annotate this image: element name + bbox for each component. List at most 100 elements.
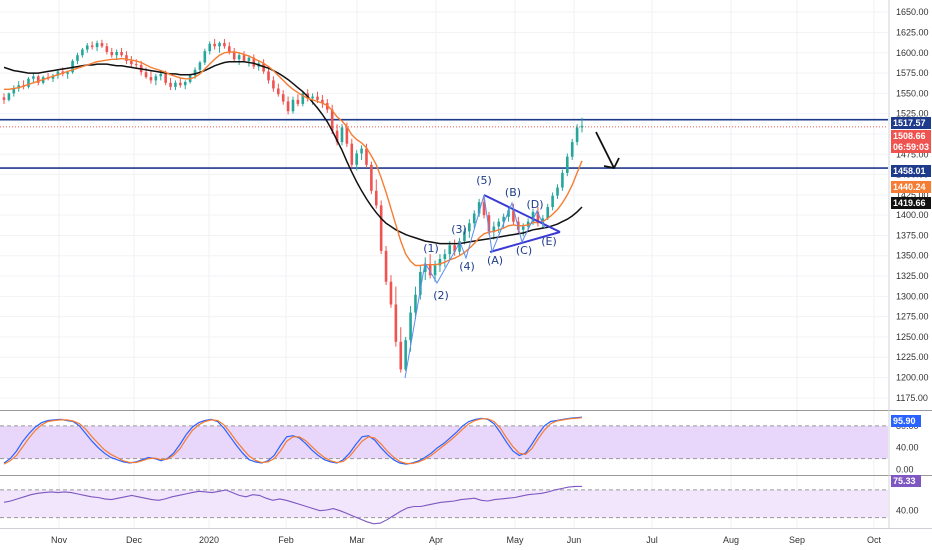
candle-body (223, 43, 226, 47)
candle-body (355, 153, 358, 165)
candle-body (311, 96, 314, 99)
price-tag: 1458.01 (891, 165, 931, 177)
candle-body (374, 190, 378, 206)
price-tick-label: 1250.00 (896, 332, 929, 342)
price-tick-label: 1200.00 (896, 373, 929, 383)
time-tick-label: Dec (126, 535, 143, 545)
candle-body (575, 127, 579, 143)
price-tag: 1440.24 (891, 181, 931, 193)
price-tick-label: 1300.00 (896, 291, 929, 301)
candle-body (32, 76, 35, 79)
candle-body (512, 210, 515, 222)
candle-body (164, 73, 167, 83)
stoch-line (3, 417, 583, 465)
wave-label: (B) (505, 186, 521, 199)
candle-body (409, 312, 412, 341)
ma-fast-line (4, 51, 583, 267)
time-tick-label: May (506, 535, 524, 545)
wave-label: (A) (487, 254, 503, 267)
candle-body (468, 223, 471, 232)
candle-body (149, 77, 153, 81)
price-tag-text: 1440.24 (893, 182, 926, 192)
price-tag-bg (891, 141, 931, 153)
candle-body (252, 57, 256, 67)
candle-body (389, 281, 393, 305)
candle-body (125, 55, 128, 61)
price-tick-label: 1600.00 (896, 48, 929, 58)
wave-label: (D) (526, 198, 543, 211)
candle-body (213, 43, 216, 47)
candle-body (531, 211, 535, 222)
candle-body (443, 254, 447, 259)
candle-body (419, 271, 422, 295)
candle-body (159, 73, 163, 77)
candle-body (551, 195, 554, 208)
candle-body (51, 75, 55, 79)
candle-body (546, 207, 550, 219)
candle-body (134, 64, 138, 66)
price-tag: 1419.66 (891, 197, 931, 209)
forecast-arrow-shaft (595, 131, 615, 169)
candle-body (17, 85, 20, 89)
candle-body (7, 93, 11, 100)
candle-body (414, 294, 417, 313)
stoch-value-bg (891, 415, 921, 427)
candle-body (423, 263, 427, 272)
candle-body (556, 187, 559, 196)
candle-body (463, 231, 466, 242)
price-tag: 1508.66 (891, 130, 931, 142)
candle-body (370, 164, 373, 191)
price-tag-bg (891, 117, 931, 129)
candle-body (561, 172, 564, 188)
wave-label: (3) (451, 223, 467, 236)
candle-body (100, 43, 104, 47)
candle-body (76, 55, 79, 61)
wave-label: (1) (423, 242, 439, 255)
price-tick-label: 1650.00 (896, 7, 929, 17)
price-tick-label: 1350.00 (896, 251, 929, 261)
candle-body (267, 71, 270, 81)
candle-body (130, 60, 133, 65)
candle-body (482, 202, 486, 216)
candle-body (71, 60, 74, 73)
candle-body (384, 250, 388, 282)
candle-body (179, 82, 182, 86)
candle-body (428, 263, 432, 276)
price-tick-label: 1275.00 (896, 312, 929, 322)
candle-body (502, 216, 505, 222)
candle-body (350, 143, 354, 165)
candle-body (120, 51, 123, 56)
candle-body (492, 226, 496, 232)
forecast-arrow-head (603, 157, 620, 170)
price-tick-label: 1525.00 (896, 109, 929, 119)
candle-body (360, 148, 363, 154)
price-tick-label: 1550.00 (896, 88, 929, 98)
rsi-value-bg (891, 475, 921, 487)
candle-body (291, 99, 295, 112)
stoch-tick-label: 40.00 (896, 443, 919, 453)
candle-body (85, 45, 89, 50)
price-tick-label: 1475.00 (896, 149, 929, 159)
candle-body (340, 127, 344, 143)
price-tag: 06:59:03 (891, 141, 931, 153)
candle-body (335, 130, 339, 143)
candle-body (580, 125, 584, 128)
candle-body (90, 45, 94, 48)
triangle-lower-line (489, 231, 561, 253)
candle-body (321, 99, 324, 104)
time-tick-label: Aug (723, 535, 739, 545)
wave-label: (5) (476, 174, 492, 187)
candle-body (497, 221, 501, 227)
price-tag-bg (891, 130, 931, 142)
candle-body (301, 93, 305, 104)
candle-body (95, 43, 99, 48)
price-tick-label: 1625.00 (896, 27, 929, 37)
stoch-value-tag: 95.90 (891, 415, 921, 427)
stoch-value-text: 95.90 (893, 416, 916, 426)
candle-body (570, 142, 574, 157)
wave-label: (2) (433, 289, 449, 302)
candle-body (316, 96, 319, 100)
candle-body (174, 82, 177, 87)
candle-body (330, 109, 334, 131)
